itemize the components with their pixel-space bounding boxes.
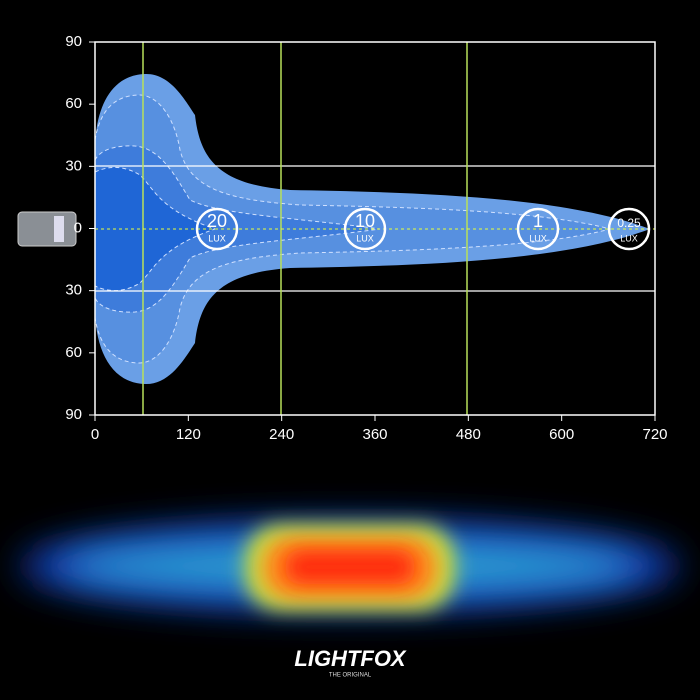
heat-red — [285, 550, 415, 584]
x-tick-label: 720 — [642, 426, 667, 443]
x-tick-label: 600 — [549, 426, 574, 443]
logo-brand: LIGHTFOX — [294, 646, 407, 671]
x-tick-label: 120 — [176, 426, 201, 443]
y-tick-label: 30 — [65, 282, 82, 299]
y-tick-label: 0 — [74, 219, 82, 236]
light-icon — [17, 211, 77, 247]
y-tick-label: 90 — [65, 33, 82, 50]
lux-badge — [343, 207, 387, 251]
lux-unit: LUX — [620, 233, 638, 243]
lux-value: 20 — [207, 211, 227, 231]
y-tick-label: 60 — [65, 95, 82, 112]
y-tick-label: 90 — [65, 406, 82, 423]
lux-badge — [195, 207, 239, 251]
lux-unit: LUX — [529, 233, 547, 243]
x-tick-label: 360 — [362, 426, 387, 443]
y-tick-label: 60 — [65, 344, 82, 361]
lamp-body — [17, 211, 77, 247]
lamp-lens — [54, 216, 64, 242]
x-tick-label: 480 — [456, 426, 481, 443]
y-tick-label: 30 — [65, 157, 82, 174]
x-tick-label: 0 — [91, 426, 99, 443]
heatmap — [20, 521, 680, 611]
lux-badge — [516, 207, 560, 251]
lux-badge — [607, 207, 651, 251]
lux-value: 0.25 — [617, 216, 641, 230]
logo-tagline: THE ORIGINAL — [329, 673, 372, 679]
lux-unit: LUX — [356, 233, 374, 243]
lux-value: 10 — [355, 211, 375, 231]
lux-unit: LUX — [208, 233, 226, 243]
x-tick-label: 240 — [269, 426, 294, 443]
lux-value: 1 — [533, 211, 543, 231]
